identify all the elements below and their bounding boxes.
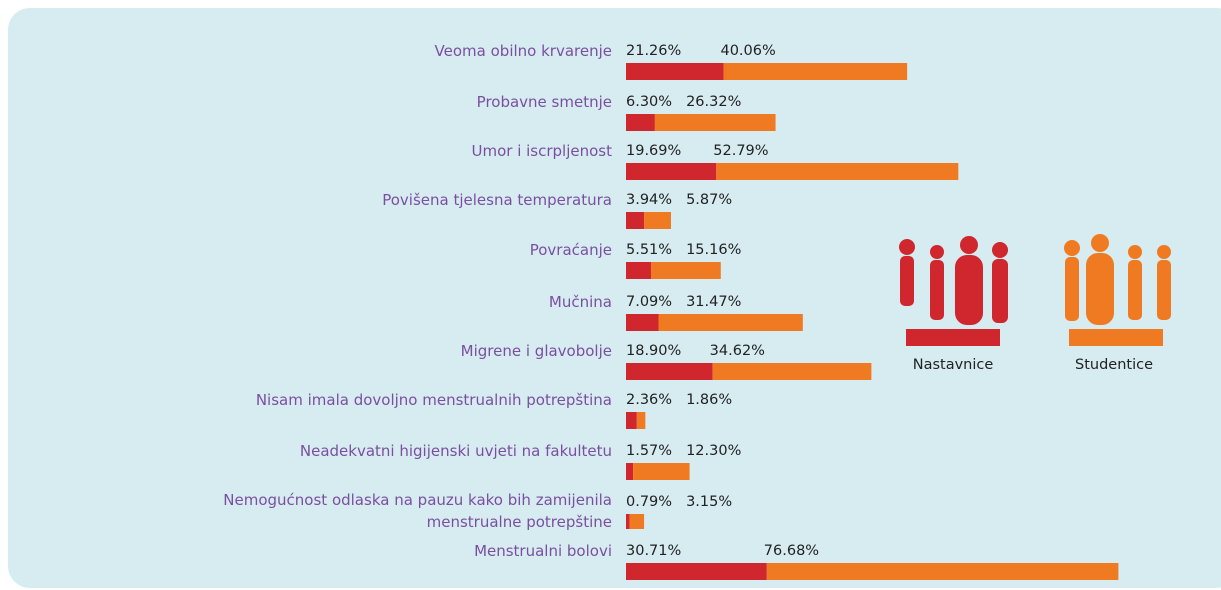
category-label: Mučnina [549,291,612,313]
bar-segment [626,262,651,279]
value-label: 3.94% [626,192,672,208]
value-label: 18.90% [626,343,681,359]
value-label: 15.16% [686,242,741,258]
category-label: Probavne smetnje [477,91,612,113]
bar-segment [626,114,655,131]
category-label: Povraćanje [530,239,612,261]
value-label: 31.47% [686,294,741,310]
category-label: Umor i iscrpljenost [471,140,612,162]
category-label: Povišena tjelesna temperatura [382,189,612,211]
legend-swatch [1069,329,1163,346]
value-label: 19.69% [626,143,681,159]
chart-background [8,8,1221,588]
value-label: 5.51% [626,242,672,258]
category-label: Nemogućnost odlaska na pauzu kako bih za… [223,489,612,533]
value-label: 2.36% [626,392,672,408]
bar-segment [626,363,713,380]
value-label: 34.62% [710,343,765,359]
bar-segment [626,314,659,331]
bar-segment [626,212,644,229]
bar-segment [716,163,958,180]
value-label: 5.87% [686,192,732,208]
category-label: Veoma obilno krvarenje [435,40,612,62]
bar-segment [626,563,767,580]
bar-segment [637,412,646,429]
bar-segment [626,163,716,180]
legend-label: Nastavnice [913,357,994,373]
bar-segment [723,63,907,80]
bar-segment [767,563,1119,580]
category-label: Nisam imala dovoljno menstrualnih potrep… [256,389,612,411]
value-label: 3.15% [686,494,732,510]
value-label: 40.06% [720,43,775,59]
value-label: 7.09% [626,294,672,310]
category-label: Migrene i glavobolje [461,340,612,362]
page: 21.26% 40.06% 6.30% 26.32% 19.69% 52.79% 3.94%… [0,0,1221,590]
value-label: 30.71% [626,543,681,559]
legend-label: Studentice [1075,357,1153,373]
bar-segment [626,463,633,480]
category-label: Menstrualni bolovi [474,540,612,562]
bar-segment [659,314,803,331]
bar-segment [630,514,644,529]
category-label: Neadekvatni higijenski uvjeti na fakulte… [300,440,612,462]
bar-segment [651,262,721,279]
bar-segment [626,63,723,80]
bar-segment [633,463,689,480]
legend-swatch [906,329,1000,346]
value-label: 6.30% [626,94,672,110]
bar-segment [644,212,671,229]
bar-segment [626,412,637,429]
value-label: 1.57% [626,443,672,459]
value-label: 52.79% [713,143,768,159]
bar-segment [713,363,872,380]
value-label: 12.30% [686,443,741,459]
bar-segment [626,514,630,529]
value-label: 21.26% [626,43,681,59]
value-label: 1.86% [686,392,732,408]
value-label: 26.32% [686,94,741,110]
value-label: 76.68% [764,543,819,559]
value-label: 0.79% [626,494,672,510]
bar-segment [655,114,776,131]
